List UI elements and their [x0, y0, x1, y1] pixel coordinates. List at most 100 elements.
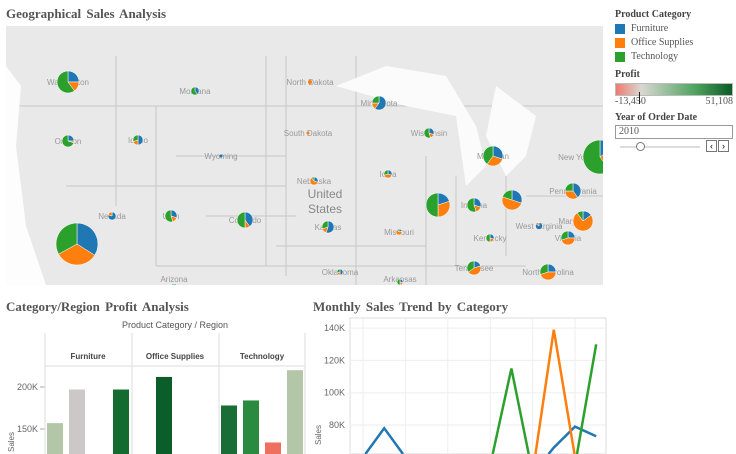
pie-nevada[interactable]: [107, 211, 117, 221]
year-slider-handle[interactable]: [636, 142, 645, 151]
pie-pennsylvania[interactable]: [564, 182, 582, 200]
bar[interactable]: [69, 389, 85, 454]
line-furniture[interactable]: [364, 426, 405, 454]
pie-kentucky[interactable]: [485, 233, 495, 243]
line-furniture[interactable]: [547, 425, 597, 454]
pie-slice[interactable]: [311, 176, 315, 182]
pie-nebraska[interactable]: [309, 176, 319, 186]
pie-idaho[interactable]: [132, 134, 144, 146]
year-input[interactable]: 2010: [615, 125, 733, 139]
pie-slice[interactable]: [425, 192, 439, 218]
pie-washington[interactable]: [56, 70, 80, 94]
pie-slice[interactable]: [572, 182, 582, 198]
bar[interactable]: [287, 370, 303, 454]
pie-slice[interactable]: [336, 268, 341, 274]
pie-slice[interactable]: [501, 196, 522, 211]
pie-slice[interactable]: [107, 211, 113, 217]
legend-item-technology[interactable]: Technology: [615, 51, 733, 62]
legend-item-furniture[interactable]: Furniture: [615, 23, 733, 34]
pie-missouri[interactable]: [395, 228, 403, 236]
pie-maryland[interactable]: [572, 210, 594, 232]
pie-slice[interactable]: [55, 222, 78, 255]
pie-slice[interactable]: [539, 263, 549, 275]
pie-illinois[interactable]: [425, 192, 451, 218]
pie-slice[interactable]: [599, 147, 603, 171]
pie-michigan[interactable]: [482, 145, 504, 167]
legend-item-office-supplies[interactable]: Office Supplies: [615, 37, 733, 48]
pie-north-carolina[interactable]: [539, 263, 557, 281]
pie-slice[interactable]: [599, 139, 603, 158]
pie-slice[interactable]: [67, 134, 75, 142]
pie-slice[interactable]: [339, 268, 344, 276]
pie-slice[interactable]: [164, 209, 174, 223]
prev-year-button[interactable]: ‹: [706, 140, 717, 152]
pie-virginia[interactable]: [560, 230, 576, 246]
pie-slice[interactable]: [190, 86, 198, 96]
pie-slice[interactable]: [567, 230, 576, 239]
pie-slice[interactable]: [576, 210, 584, 222]
year-slider-track[interactable]: [620, 146, 700, 148]
pie-indiana[interactable]: [466, 197, 482, 213]
pie-slice[interactable]: [309, 177, 319, 186]
pie-new-york[interactable]: [582, 139, 603, 175]
pie-slice[interactable]: [547, 263, 557, 273]
pie-slice[interactable]: [374, 95, 387, 111]
pie-kansas[interactable]: [321, 220, 335, 234]
pie-slice[interactable]: [383, 169, 389, 176]
pie-slice[interactable]: [170, 283, 175, 285]
pie-slice[interactable]: [56, 70, 75, 94]
pie-slice[interactable]: [540, 271, 557, 281]
pie-colorado[interactable]: [236, 211, 254, 229]
bar[interactable]: [243, 400, 259, 454]
pie-iowa[interactable]: [383, 169, 393, 179]
pie-slice[interactable]: [466, 197, 477, 213]
pie-slice[interactable]: [306, 131, 310, 135]
pie-slice[interactable]: [132, 134, 139, 142]
pie-ohio[interactable]: [501, 189, 523, 211]
next-year-button[interactable]: ›: [718, 140, 729, 152]
pie-slice[interactable]: [502, 189, 513, 201]
pie-minnesota[interactable]: [371, 95, 387, 111]
line-office-supplies[interactable]: [534, 329, 576, 454]
pie-slice[interactable]: [321, 220, 329, 230]
bar[interactable]: [221, 405, 237, 454]
pie-tennessee[interactable]: [466, 260, 482, 276]
pie-slice[interactable]: [564, 182, 574, 192]
pie-slice[interactable]: [67, 70, 80, 83]
bar[interactable]: [47, 423, 63, 454]
bar[interactable]: [113, 389, 129, 454]
bar[interactable]: [265, 442, 281, 454]
pie-slice[interactable]: [137, 134, 144, 146]
pie-slice[interactable]: [582, 139, 603, 175]
pie-slice[interactable]: [572, 212, 594, 232]
pie-slice[interactable]: [535, 222, 540, 227]
bar[interactable]: [156, 376, 172, 454]
pie-utah[interactable]: [164, 209, 178, 223]
pie-oklahoma[interactable]: [336, 268, 344, 276]
pie-arkansas[interactable]: [396, 278, 404, 285]
pie-south-dakota[interactable]: [306, 131, 310, 135]
pie-montana[interactable]: [190, 86, 200, 96]
pie-california[interactable]: [55, 222, 99, 266]
pie-slice[interactable]: [61, 134, 75, 148]
pie-slice[interactable]: [219, 154, 223, 158]
pie-slice[interactable]: [244, 211, 254, 227]
pie-slice[interactable]: [485, 233, 491, 243]
pie-north-dakota[interactable]: [308, 80, 312, 84]
pie-slice[interactable]: [423, 127, 431, 139]
line-technology[interactable]: [575, 344, 598, 454]
pie-slice[interactable]: [173, 283, 178, 285]
pie-west-virginia[interactable]: [535, 222, 543, 230]
pie-slice[interactable]: [560, 230, 569, 241]
pie-wisconsin[interactable]: [423, 127, 435, 139]
pie-oregon[interactable]: [61, 134, 75, 148]
pie-slice[interactable]: [466, 260, 475, 273]
pie-slice[interactable]: [396, 278, 401, 285]
pie-slice[interactable]: [308, 80, 312, 84]
pie-slice[interactable]: [371, 95, 380, 104]
pie-slice[interactable]: [396, 228, 400, 233]
pie-slice[interactable]: [561, 237, 576, 246]
pie-arizona[interactable]: [170, 283, 178, 285]
